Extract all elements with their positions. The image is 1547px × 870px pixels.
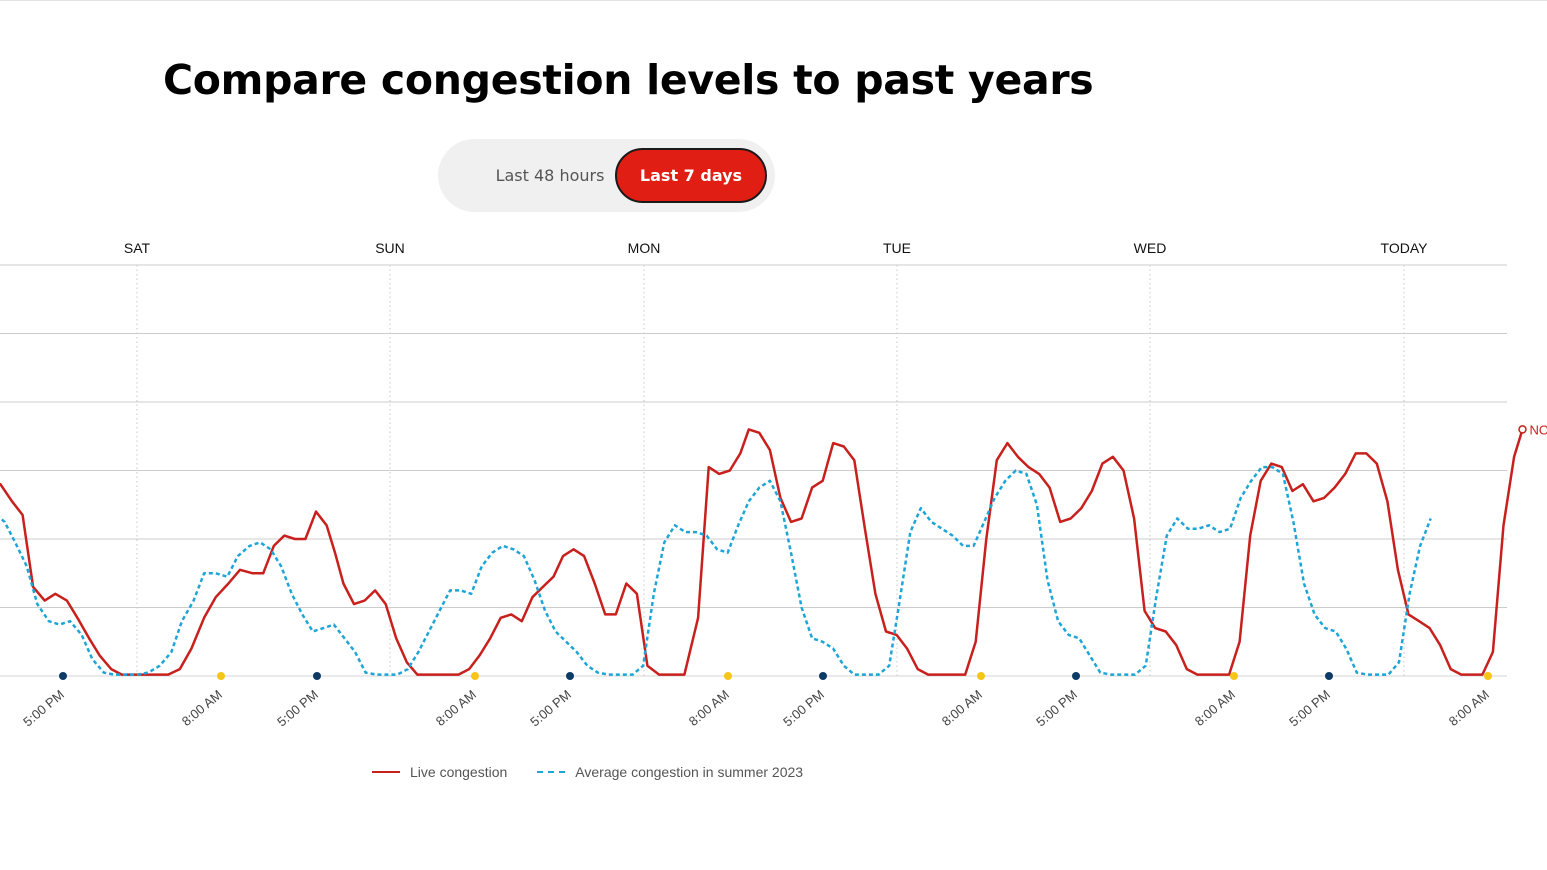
x-tick-label: 8:00 AM bbox=[179, 687, 225, 729]
day-label: MON bbox=[628, 240, 661, 256]
last-48-hours-button[interactable]: Last 48 hours bbox=[495, 166, 605, 185]
live-congestion-line bbox=[0, 428, 1524, 676]
x-tick-label: 5:00 PM bbox=[1033, 687, 1080, 730]
x-tick-marker bbox=[1230, 672, 1238, 680]
now-marker bbox=[1518, 425, 1527, 434]
x-tick-label: 8:00 AM bbox=[939, 687, 985, 729]
x-tick-label: 8:00 AM bbox=[1192, 687, 1238, 729]
day-label: WED bbox=[1134, 240, 1167, 256]
x-tick-label: 5:00 PM bbox=[780, 687, 827, 730]
x-tick-marker bbox=[724, 672, 732, 680]
legend-label-live: Live congestion bbox=[410, 764, 508, 780]
day-label: TODAY bbox=[1381, 240, 1429, 256]
legend-item-average[interactable]: Average congestion in summer 2023 bbox=[537, 764, 803, 780]
chart-legend: Live congestion Average congestion in su… bbox=[372, 764, 833, 780]
x-tick-marker bbox=[217, 672, 225, 680]
x-tick-label: 5:00 PM bbox=[20, 687, 67, 730]
x-tick-marker bbox=[313, 672, 321, 680]
legend-label-average: Average congestion in summer 2023 bbox=[575, 764, 804, 780]
x-tick-marker bbox=[977, 672, 985, 680]
x-tick-marker bbox=[1072, 672, 1080, 680]
x-tick-marker bbox=[566, 672, 574, 680]
average-line-swatch bbox=[537, 771, 566, 773]
x-tick-label: 5:00 PM bbox=[527, 687, 574, 730]
now-label: NOW bbox=[1530, 422, 1547, 437]
live-line-swatch bbox=[372, 771, 400, 773]
x-tick-marker bbox=[59, 672, 67, 680]
legend-item-live[interactable]: Live congestion bbox=[372, 764, 507, 780]
day-label: SUN bbox=[375, 240, 405, 256]
x-tick-label: 8:00 AM bbox=[686, 687, 732, 729]
last-7-days-button[interactable]: Last 7 days bbox=[615, 148, 767, 203]
x-tick-label: 5:00 PM bbox=[274, 687, 321, 730]
time-range-toggle: Last 48 hours Last 7 days bbox=[438, 139, 775, 212]
day-label: TUE bbox=[883, 240, 911, 256]
day-label: SAT bbox=[124, 240, 151, 256]
average-congestion-line bbox=[0, 465, 1432, 676]
x-tick-label: 8:00 AM bbox=[433, 687, 479, 729]
congestion-chart: SAT SUN MON TUE WED TODAY NOW 5:00 PM 8:00 AM 5:0… bbox=[0, 240, 1547, 730]
page-title: Compare congestion levels to past years bbox=[163, 56, 1094, 104]
x-tick-marker bbox=[471, 672, 479, 680]
x-tick-marker bbox=[819, 672, 827, 680]
top-divider bbox=[0, 0, 1547, 1]
x-tick-marker bbox=[1325, 672, 1333, 680]
x-tick-label: 8:00 AM bbox=[1446, 687, 1492, 729]
x-tick-marker bbox=[1484, 672, 1492, 680]
x-tick-label: 5:00 PM bbox=[1286, 687, 1333, 730]
